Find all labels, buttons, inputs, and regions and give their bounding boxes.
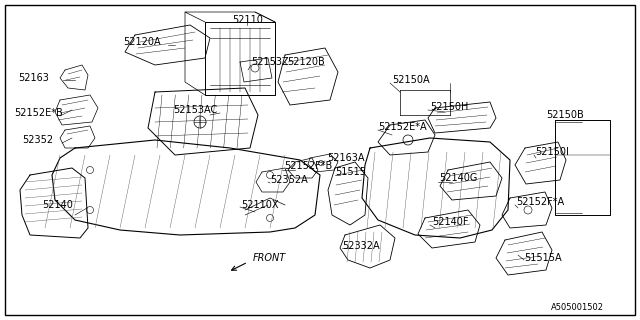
Text: 52332A: 52332A — [342, 241, 380, 251]
Text: 52152F*B: 52152F*B — [284, 161, 332, 171]
Text: 52150H: 52150H — [430, 102, 468, 112]
Text: 51515A: 51515A — [524, 253, 562, 263]
Text: 52163: 52163 — [18, 73, 49, 83]
Text: 52150I: 52150I — [535, 147, 569, 157]
Text: 52153AC: 52153AC — [173, 105, 217, 115]
Text: A505001502: A505001502 — [551, 302, 604, 311]
Text: 52150A: 52150A — [392, 75, 429, 85]
Text: 52110X: 52110X — [241, 200, 278, 210]
Text: 52163A: 52163A — [327, 153, 365, 163]
Text: 52140F: 52140F — [432, 217, 468, 227]
Text: 52150B: 52150B — [546, 110, 584, 120]
Text: 52153Z: 52153Z — [251, 57, 289, 67]
Text: 52152F*A: 52152F*A — [516, 197, 564, 207]
Text: 52140G: 52140G — [439, 173, 477, 183]
Text: 52110: 52110 — [232, 15, 264, 25]
Text: 52352A: 52352A — [270, 175, 308, 185]
Text: 52120B: 52120B — [287, 57, 324, 67]
Text: 52352: 52352 — [22, 135, 53, 145]
Text: FRONT: FRONT — [253, 253, 286, 263]
Text: 52140: 52140 — [42, 200, 73, 210]
Text: 52152E*A: 52152E*A — [378, 122, 427, 132]
Text: 52152E*B: 52152E*B — [14, 108, 63, 118]
Text: 52120A: 52120A — [123, 37, 161, 47]
Text: 51515: 51515 — [335, 167, 366, 177]
